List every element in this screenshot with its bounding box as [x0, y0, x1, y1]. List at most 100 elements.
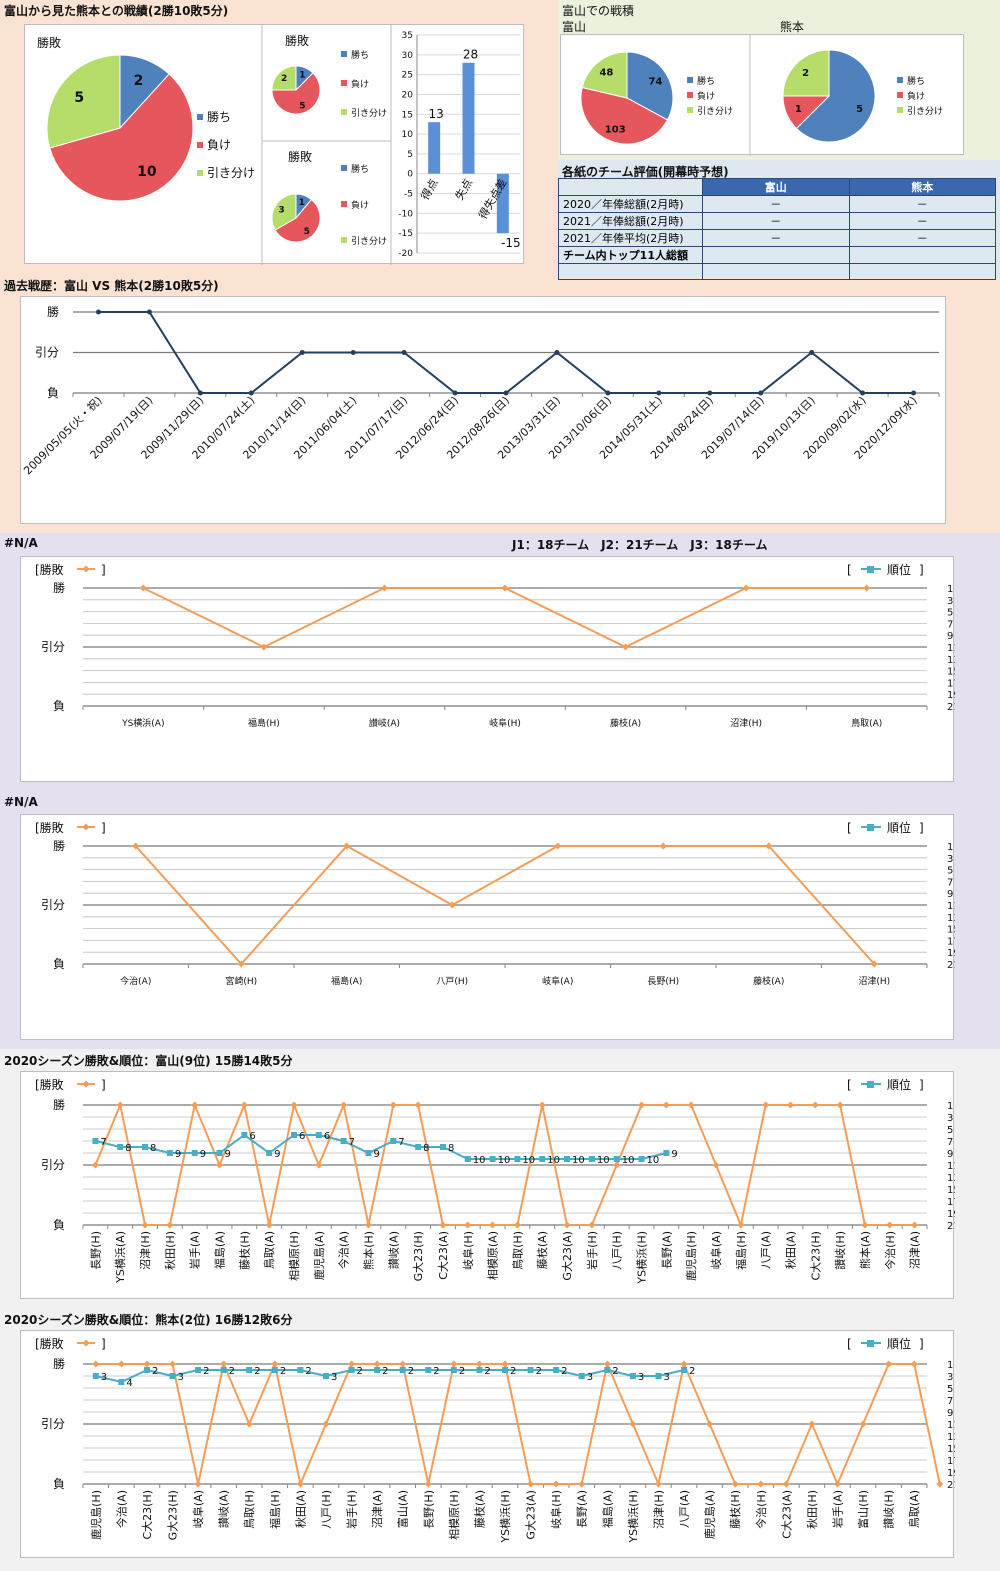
bar: [428, 122, 441, 174]
bar: [462, 62, 475, 174]
result-point: [290, 1101, 298, 1109]
result-point: [240, 1101, 248, 1109]
eval-cell: －: [848, 195, 996, 213]
legend-swatch: [197, 114, 203, 120]
rank-point: [514, 1156, 521, 1162]
recent-toyama-panel: 勝引分負 YS横浜(A) 福島(H) 讃岐(A) 岐阜(H) 藤枝(A) 沼津(H) 鳥取(A…: [20, 556, 955, 782]
rank-tick-label: 17: [947, 1456, 955, 1467]
rank-legend-label: 順位: [887, 820, 911, 835]
result-point: [662, 1101, 670, 1109]
bar-category-label: 失点: [453, 177, 475, 203]
y-axis-label: 負: [53, 1218, 65, 1232]
rank-point: [271, 1367, 278, 1373]
result-point: [578, 1480, 586, 1488]
pie-slice: [271, 72, 321, 115]
bar-tick-label: 30: [402, 51, 414, 61]
result-point: [489, 1221, 497, 1229]
rank-legend-bracket: [: [847, 1337, 852, 1351]
pie-slice: [782, 49, 830, 97]
pie-slice: [49, 73, 194, 202]
x-tick-label: 沼津(A): [908, 1231, 922, 1269]
result-point: [343, 842, 351, 850]
x-tick-label: 福島(A): [213, 1231, 227, 1269]
x-tick-label: 八戸(H): [436, 976, 468, 987]
result-point: [141, 1221, 149, 1229]
legend-label: 負け: [351, 78, 369, 90]
bar-value-label: -15: [501, 236, 521, 250]
rank-tick-label: 11: [947, 1420, 955, 1431]
result-point: [706, 1420, 714, 1428]
result-point: [373, 1360, 381, 1368]
x-tick-label: 今治(A): [337, 1231, 351, 1269]
x-tick-label: 秋田(H): [805, 1490, 819, 1529]
result-point: [197, 390, 203, 396]
rank-point: [142, 1144, 149, 1150]
bar-tick-label: 15: [402, 110, 413, 120]
x-tick-label: 鳥取(A): [851, 717, 882, 729]
rank-legend-bracket: [: [847, 563, 852, 577]
x-tick-label: 今治(A): [120, 975, 151, 987]
rank-value-label: 2: [459, 1366, 465, 1377]
result-point: [603, 1360, 611, 1368]
legend-label: 負け: [351, 199, 369, 211]
result-legend-bracket: ]: [101, 1078, 106, 1092]
eval-row-label: チーム内トップ11人総額: [558, 246, 703, 264]
legend-label: 引き分け: [351, 108, 387, 119]
result-point: [786, 1101, 794, 1109]
rank-tick-label: 7: [947, 1137, 953, 1148]
rank-tick-label: 19: [947, 1209, 955, 1220]
history-title: 過去戦歴：富山 VS 熊本(2勝10敗5分): [4, 279, 219, 293]
eval-header-row: 富山 熊本: [558, 178, 996, 196]
rank-value-label: 8: [125, 1143, 131, 1154]
eval-row-label: 2020／年俸総額(2月時): [558, 195, 703, 213]
result-point: [322, 1420, 330, 1428]
y-axis-label: 負: [47, 386, 59, 400]
x-tick-label: 福島(A): [600, 1490, 614, 1528]
pie-slice: [271, 193, 297, 231]
legend-swatch: [197, 142, 203, 148]
rank-tick-label: 1: [947, 1101, 953, 1112]
x-tick-label: 熊本(A): [858, 1231, 872, 1269]
rank-point: [578, 1373, 585, 1379]
x-tick-label: 岐阜(A): [542, 975, 573, 987]
rank-tick-label: 11: [947, 1161, 955, 1172]
result-point: [501, 1360, 509, 1368]
rank-point: [92, 1138, 99, 1144]
legend-swatch: [687, 107, 693, 113]
rank-value-label: 3: [101, 1372, 107, 1383]
result-point: [389, 1101, 397, 1109]
result-point: [563, 1221, 571, 1229]
bar-tick-label: -5: [404, 190, 413, 200]
x-tick-label: 今治(H): [883, 1231, 897, 1270]
result-point: [464, 1221, 472, 1229]
rank-legend-label: 順位: [887, 1077, 911, 1092]
x-tick-label: G大23(A): [560, 1231, 574, 1281]
rank-value-label: 2: [433, 1366, 439, 1377]
pie-slice-label: 1: [299, 70, 305, 80]
rank-value-label: 4: [126, 1378, 132, 1389]
rank-point: [220, 1367, 227, 1373]
rank-value-label: 2: [382, 1366, 388, 1377]
rank-point: [340, 1138, 347, 1144]
rank-tick-label: 7: [947, 619, 953, 630]
x-tick-label: 讃岐(A): [218, 1490, 231, 1528]
rank-point: [613, 1156, 620, 1162]
rank-value-label: 10: [547, 1155, 560, 1166]
eval-header-toyama: 富山: [702, 178, 850, 196]
x-tick-label: 岐阜(A): [710, 1231, 723, 1269]
x-tick-label: YS横浜(H): [498, 1490, 512, 1544]
rank-point: [476, 1367, 483, 1373]
result-point: [758, 390, 764, 396]
rank-tick-label: 21: [947, 1480, 955, 1491]
rank-legend-marker: [867, 1081, 874, 1088]
rank-tick-label: 1: [947, 584, 953, 595]
result-point: [503, 390, 509, 396]
x-tick-label: 長野(H): [647, 976, 679, 987]
x-tick-label: 鳥取(H): [510, 1231, 524, 1270]
x-tick-label: 藤枝(H): [237, 1231, 251, 1270]
result-point: [687, 1101, 695, 1109]
bar-tick-label: 10: [402, 130, 414, 140]
pie-slice: [795, 49, 876, 143]
eval-cell: －: [702, 212, 850, 230]
